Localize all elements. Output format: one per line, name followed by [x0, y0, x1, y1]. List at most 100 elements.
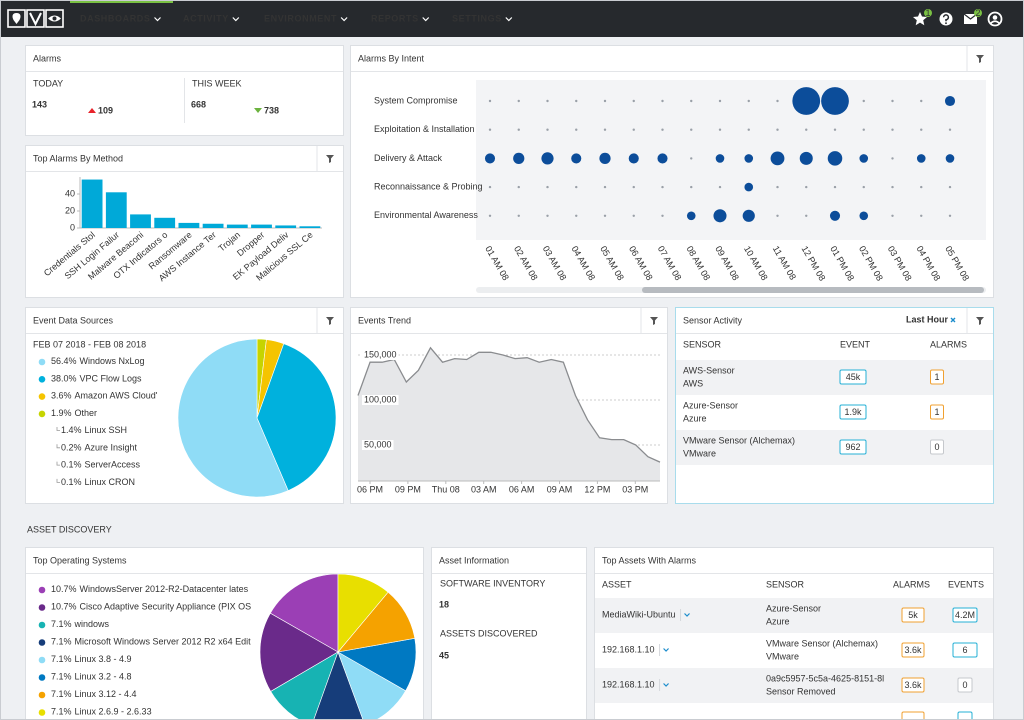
count-badge: [839, 369, 867, 385]
bubble: [718, 128, 722, 131]
bubble: [945, 154, 955, 163]
legend-value: 0.1%: [61, 477, 82, 487]
bubble: [488, 185, 492, 189]
legend-value: 0.1%: [61, 460, 82, 470]
asset-info-panel: [431, 547, 587, 720]
plot-background: [476, 80, 986, 240]
bubble: [862, 185, 865, 189]
filter-button[interactable]: [976, 317, 984, 325]
badge-text: 0: [934, 442, 939, 452]
time-filter[interactable]: Last Hour: [906, 314, 949, 324]
asset-menu[interactable]: [663, 683, 669, 687]
filter-button[interactable]: [326, 317, 334, 325]
logo-pupil: [52, 16, 57, 21]
bubble: [632, 185, 635, 189]
logo-box: [7, 9, 26, 28]
bubble: [744, 154, 754, 163]
asset-link[interactable]: MediaWiki-Ubuntu: [602, 609, 676, 619]
row-label: Environmental Awareness: [374, 210, 478, 220]
legend-sub-item: 0.1% ServerAccess: [61, 460, 141, 470]
legend-item: 56.4% Windows NxLog: [51, 356, 145, 366]
asset-menu[interactable]: [684, 613, 690, 617]
clear-filter[interactable]: [950, 317, 956, 323]
up-arrow: [88, 108, 96, 113]
x-tick-label: Thu 08: [432, 484, 460, 494]
stat-value: 18: [439, 599, 449, 609]
badge-count: 1: [925, 8, 930, 18]
bubble: [632, 214, 635, 217]
user-icon[interactable]: [987, 11, 1003, 27]
legend-name: Linux CRON: [85, 477, 136, 487]
stat-label: ASSETS DISCOVERED: [440, 628, 538, 638]
bubble: [661, 185, 664, 189]
x-tick-label: 06 AM: [509, 484, 535, 494]
legend-value: 3.6%: [51, 391, 72, 401]
legend-swatch: [38, 656, 46, 664]
logo-box: [45, 9, 64, 28]
nav-bar: [0, 0, 1024, 37]
nav-chevron: [232, 17, 240, 22]
filter-button[interactable]: [650, 317, 658, 325]
badge-text: 45k: [846, 372, 861, 382]
bubble: [776, 185, 779, 189]
column-header: ASSET: [602, 579, 632, 589]
bubble: [805, 185, 808, 189]
legend-swatch: [38, 639, 46, 646]
label-background: [362, 440, 394, 450]
legend-value: 7.1%: [51, 707, 72, 717]
pie-slice: [313, 651, 364, 720]
bar: [251, 224, 272, 228]
nav-item[interactable]: REPORTS: [371, 13, 419, 23]
nav-item[interactable]: DASHBOARDS: [80, 13, 151, 23]
bubble: [599, 152, 611, 165]
x-tick-label: 09 AM: [547, 484, 573, 494]
badge-text: 1: [934, 372, 939, 382]
legend-swatch: [38, 410, 46, 418]
asset-link[interactable]: 192.168.1.10: [602, 644, 655, 654]
nav-item[interactable]: ACTIVITY: [183, 13, 229, 23]
legend-swatch: [38, 709, 46, 716]
bar: [275, 225, 297, 228]
sensor-name: 0a9c5957-5c5a-4625-8151-8l: [766, 673, 884, 683]
x-tick-label: 06 PM: [357, 484, 383, 494]
bar: [130, 214, 151, 228]
bubble: [690, 128, 693, 131]
sensor-name: AWS-Sensor: [683, 365, 735, 375]
bubble: [891, 128, 894, 131]
bubble: [661, 214, 664, 217]
bubble: [805, 128, 808, 131]
count-badge: [901, 677, 925, 693]
badge-text: 1: [934, 407, 939, 417]
bubble: [916, 154, 926, 163]
row-label: Delivery & Attack: [374, 153, 443, 163]
y-tick-label: 0: [70, 222, 75, 232]
sensor-name: Azure-Sensor: [683, 400, 738, 410]
sensor-name: VMware Sensor (Alchemax): [766, 638, 878, 648]
nav-item[interactable]: ENVIRONMENT: [264, 13, 337, 23]
legend-swatch: [38, 586, 46, 594]
bubble: [546, 128, 549, 131]
sub-item-hook: [56, 444, 60, 449]
column-header: EVENT: [840, 339, 871, 349]
badge-text: 6: [962, 645, 967, 655]
asset-menu[interactable]: [663, 648, 669, 652]
bubble: [776, 128, 779, 131]
row-background: [595, 668, 993, 703]
sensor-type: Sensor Removed: [766, 686, 836, 696]
favorites-icon[interactable]: [913, 12, 927, 26]
bubble: [690, 99, 693, 103]
legend-swatch: [38, 621, 46, 629]
scroll-thumb[interactable]: [642, 287, 984, 293]
count-badge: [901, 642, 925, 658]
y-tick-label: 50,000: [364, 439, 392, 449]
count-badge: [930, 369, 944, 385]
bubble: [603, 185, 607, 189]
filter-button[interactable]: [326, 155, 334, 163]
filter-button[interactable]: [976, 55, 984, 63]
panel-title: Sensor Activity: [683, 315, 743, 325]
asset-link[interactable]: 192.168.1.10: [602, 679, 655, 689]
nav-chevron: [340, 17, 348, 22]
sensor-name: VMware Sensor (Alchemax): [683, 435, 795, 445]
down-arrow: [254, 108, 262, 113]
nav-item[interactable]: SETTINGS: [452, 13, 502, 23]
